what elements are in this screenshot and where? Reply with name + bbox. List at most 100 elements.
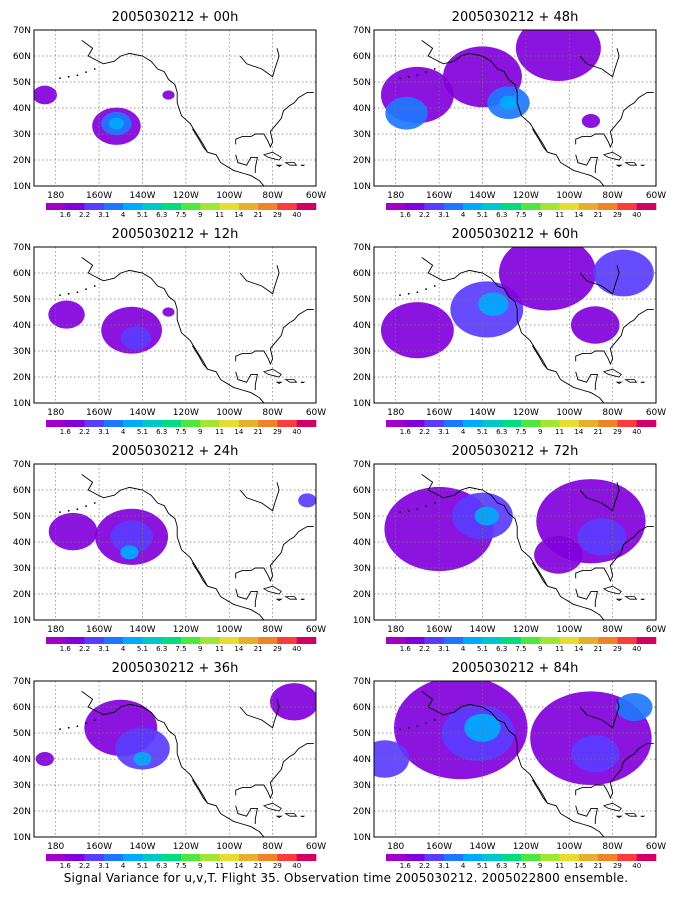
variance-contour <box>534 536 583 574</box>
colorbar-label: 11 <box>215 211 224 219</box>
lon-tick-label: 100W <box>556 842 582 852</box>
colorbar-label: 9 <box>198 862 202 870</box>
island-outline <box>76 508 79 511</box>
panel-title: 2005030212 + 84h <box>452 661 579 676</box>
lon-tick-label: 160W <box>86 408 112 418</box>
lat-tick-label: 60N <box>13 52 31 62</box>
colorbar-label: 9 <box>198 211 202 219</box>
colorbar-label: 7.5 <box>175 211 186 219</box>
figure-caption: Signal Variance for u,v,T. Flight 35. Ob… <box>63 871 629 885</box>
colorbar-swatch <box>540 637 560 644</box>
island-outline <box>67 292 70 295</box>
colorbar-swatch <box>181 637 201 644</box>
panel-title: 2005030212 + 12h <box>112 227 239 242</box>
lat-tick-label: 20N <box>13 590 31 600</box>
lat-tick-label: 30N <box>13 347 31 357</box>
coastline <box>532 128 548 153</box>
island-outline <box>67 75 70 78</box>
island-outline <box>615 598 623 601</box>
lat-tick-label: 40N <box>353 104 371 114</box>
colorbar-swatch <box>482 420 503 427</box>
variance-contour <box>34 85 57 105</box>
island-outline <box>85 288 87 291</box>
colorbar-swatch <box>65 203 85 210</box>
island-outline <box>262 368 282 378</box>
colorbar-label: 2.2 <box>419 428 430 436</box>
island-outline <box>640 164 646 167</box>
colorbar-label: 11 <box>215 428 224 436</box>
coastline <box>575 588 598 607</box>
colorbar-swatch <box>219 637 240 644</box>
lon-tick-label: 140W <box>129 408 155 418</box>
coastline <box>575 91 654 149</box>
colorbar-swatch <box>103 637 124 644</box>
lat-tick-label: 10N <box>13 616 31 626</box>
map-panel: 2005030212 + 72h 70N 60N 50N 40N 30N 20N 10N 180… <box>353 444 666 653</box>
island-outline <box>262 585 282 595</box>
coastline <box>421 691 605 837</box>
colorbar-swatch <box>142 854 163 861</box>
colorbar-swatch <box>277 420 298 427</box>
island-outline <box>93 68 96 70</box>
colorbar-label: 14 <box>234 645 243 653</box>
colorbar-swatch <box>258 854 278 861</box>
colorbar-label: 40 <box>292 428 301 436</box>
colorbar-label: 3.1 <box>98 211 109 219</box>
coastline <box>239 265 280 295</box>
colorbar-swatch <box>142 637 163 644</box>
variance-contour <box>120 545 139 560</box>
colorbar-label: 7.5 <box>515 862 526 870</box>
lon-tick-label: 180 <box>387 408 404 418</box>
colorbar-label: 5.1 <box>477 211 488 219</box>
colorbar-swatch <box>521 637 541 644</box>
colorbar-swatch <box>443 420 464 427</box>
colorbar-swatch <box>578 854 599 861</box>
island-outline <box>59 728 61 730</box>
lon-tick-label: 100W <box>556 408 582 418</box>
island-outline <box>407 509 410 512</box>
lat-tick-label: 60N <box>13 486 31 496</box>
island-outline <box>300 164 306 167</box>
colorbar-label: 5.1 <box>137 862 148 870</box>
colorbar-swatch <box>46 854 66 861</box>
island-outline <box>602 368 622 378</box>
variance-contour <box>464 713 501 742</box>
colorbar-swatch <box>161 854 182 861</box>
colorbar-swatch <box>521 854 541 861</box>
colorbar-swatch <box>386 420 406 427</box>
panel-title: 2005030212 + 24h <box>112 444 239 459</box>
island-outline <box>76 725 79 728</box>
plot-frame <box>33 463 317 621</box>
colorbar-label: 5.1 <box>477 428 488 436</box>
island-outline <box>93 719 96 721</box>
plot-frame <box>33 29 317 187</box>
colorbar-label: 14 <box>574 862 583 870</box>
colorbar-swatch <box>463 203 483 210</box>
lat-tick-label: 20N <box>353 590 371 600</box>
island-outline <box>416 725 419 728</box>
lat-tick-label: 40N <box>13 755 31 765</box>
island-outline <box>284 379 298 383</box>
coastline <box>192 128 208 153</box>
island-outline <box>416 74 419 77</box>
lon-tick-label: 140W <box>469 408 495 418</box>
island-outline <box>602 151 622 161</box>
colorbar-swatch <box>219 854 240 861</box>
colorbar-swatch <box>559 854 580 861</box>
colorbar-swatch <box>636 854 657 861</box>
lon-tick-label: 80W <box>262 191 282 201</box>
colorbar-label: 9 <box>538 211 542 219</box>
island-outline <box>284 162 298 166</box>
island-outline <box>615 381 623 384</box>
colorbar-label: 1.6 <box>400 211 412 219</box>
lat-tick-label: 50N <box>353 295 371 305</box>
colorbar-swatch <box>424 637 445 644</box>
island-outline <box>416 291 419 294</box>
colorbar-label: 1.6 <box>400 428 412 436</box>
lon-tick-label: 120W <box>173 842 199 852</box>
island-outline <box>407 726 410 729</box>
colorbar-label: 11 <box>215 645 224 653</box>
colorbar-swatch <box>123 637 143 644</box>
colorbar-label: 40 <box>632 211 641 219</box>
lat-tick-label: 10N <box>353 833 371 843</box>
